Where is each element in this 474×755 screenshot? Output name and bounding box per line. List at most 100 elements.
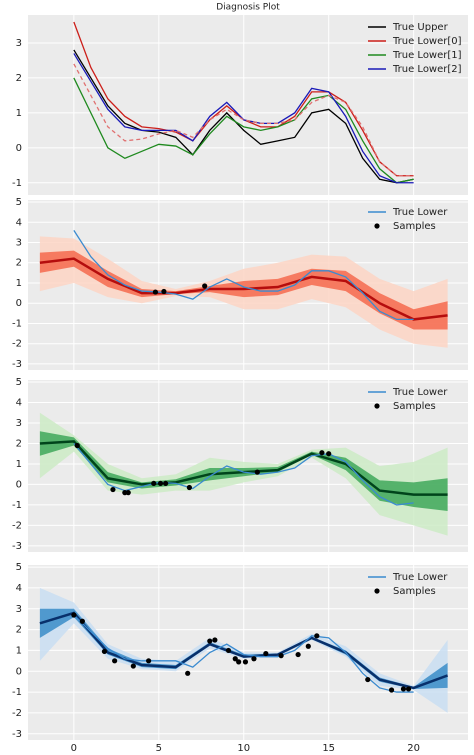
legend-label: True Lower[1] xyxy=(392,50,462,61)
y-tick-label: -3 xyxy=(12,541,22,552)
series-line xyxy=(73,63,414,177)
sample-point xyxy=(326,451,332,457)
x-tick-label: 15 xyxy=(322,743,335,754)
sample-point xyxy=(278,653,284,659)
y-tick-label: 1 xyxy=(16,278,22,289)
legend-swatch xyxy=(374,588,380,594)
chart-title: Diagnosis Plot xyxy=(216,3,280,13)
sample-point xyxy=(185,670,191,676)
y-tick-label: 4 xyxy=(16,583,22,594)
y-tick-label: 0 xyxy=(16,666,22,677)
y-tick-label: -2 xyxy=(12,520,22,531)
sample-point xyxy=(157,480,164,487)
sample-point xyxy=(161,288,167,295)
y-tick-label: 0 xyxy=(16,479,22,490)
true-line xyxy=(73,230,414,321)
band-area xyxy=(39,587,448,713)
x-tick-label: 5 xyxy=(156,743,162,754)
y-tick-label: 3 xyxy=(16,604,22,615)
legend-label: True Lower[2] xyxy=(392,64,462,75)
true-line xyxy=(73,614,414,693)
sample-point xyxy=(79,618,85,624)
sample-point xyxy=(251,656,257,662)
y-tick-label: 3 xyxy=(16,38,22,49)
sample-point xyxy=(263,650,269,657)
y-tick-label: 3 xyxy=(16,418,22,429)
y-tick-label: -1 xyxy=(12,500,22,511)
legend-label: True Upper xyxy=(392,22,449,33)
sample-point xyxy=(236,659,242,665)
legend-swatch xyxy=(374,223,380,229)
sample-point xyxy=(405,686,412,692)
y-tick-label: 2 xyxy=(16,258,22,269)
mean-line xyxy=(39,257,448,321)
y-tick-label: 3 xyxy=(16,238,22,249)
legend-label: True Lower xyxy=(392,387,448,398)
y-tick-label: -1 xyxy=(12,178,22,189)
sample-point xyxy=(232,656,238,662)
legend-swatch xyxy=(374,403,380,409)
y-tick-label: 2 xyxy=(16,625,22,636)
y-tick-label: 0 xyxy=(16,298,22,309)
sample-point xyxy=(212,637,218,643)
band-area xyxy=(39,608,448,689)
sample-point xyxy=(225,647,232,654)
sample-point xyxy=(254,469,260,475)
legend-label: Samples xyxy=(393,221,436,232)
sample-point xyxy=(163,480,169,487)
true-line xyxy=(73,443,414,506)
y-tick-label: -2 xyxy=(12,708,22,719)
y-tick-label: -1 xyxy=(12,687,22,698)
legend-label: True Lower xyxy=(392,207,448,218)
y-tick-label: 1 xyxy=(16,108,22,119)
y-tick-label: 2 xyxy=(16,73,22,84)
legend-label: True Lower xyxy=(392,572,448,583)
sample-point xyxy=(305,643,311,649)
sample-point xyxy=(74,442,80,449)
sample-point xyxy=(110,486,116,493)
legend-label: Samples xyxy=(393,586,436,597)
y-tick-label: -1 xyxy=(12,318,22,329)
y-tick-label: 2 xyxy=(16,438,22,449)
legend-label: True Lower[0] xyxy=(392,36,462,47)
x-tick-label: 20 xyxy=(407,743,420,754)
sample-point xyxy=(101,648,108,655)
sample-point xyxy=(365,676,371,683)
sample-point xyxy=(202,283,208,289)
sample-point xyxy=(319,450,325,456)
sample-point xyxy=(146,658,152,664)
series-line xyxy=(73,53,414,184)
sample-point xyxy=(112,658,118,664)
mean-line xyxy=(39,611,449,690)
sample-point xyxy=(186,484,192,491)
x-tick-label: 10 xyxy=(237,743,250,754)
y-tick-label: 0 xyxy=(16,143,22,154)
sample-point xyxy=(295,651,301,658)
series-line xyxy=(73,77,414,184)
y-tick-label: 4 xyxy=(16,217,22,228)
legend-label: Samples xyxy=(393,401,436,412)
sample-point xyxy=(151,480,157,487)
plot-area xyxy=(28,15,468,195)
y-tick-label: 5 xyxy=(16,197,22,208)
sample-point xyxy=(125,490,131,496)
sample-point xyxy=(71,612,77,618)
sample-point xyxy=(400,686,407,692)
y-tick-label: 4 xyxy=(16,398,22,409)
sample-point xyxy=(152,289,159,295)
y-tick-label: -3 xyxy=(12,729,22,740)
sample-point xyxy=(130,663,136,669)
y-tick-label: 5 xyxy=(16,562,22,573)
x-tick-label: 0 xyxy=(71,743,77,754)
y-tick-label: -2 xyxy=(12,339,22,350)
y-tick-label: 1 xyxy=(16,459,22,470)
sample-point xyxy=(242,659,249,665)
y-tick-label: 1 xyxy=(16,645,22,656)
sample-point xyxy=(314,633,320,639)
series-line xyxy=(73,49,414,184)
y-tick-label: 5 xyxy=(16,377,22,388)
y-tick-label: -3 xyxy=(12,359,22,370)
sample-point xyxy=(207,638,213,644)
sample-point xyxy=(388,687,395,693)
